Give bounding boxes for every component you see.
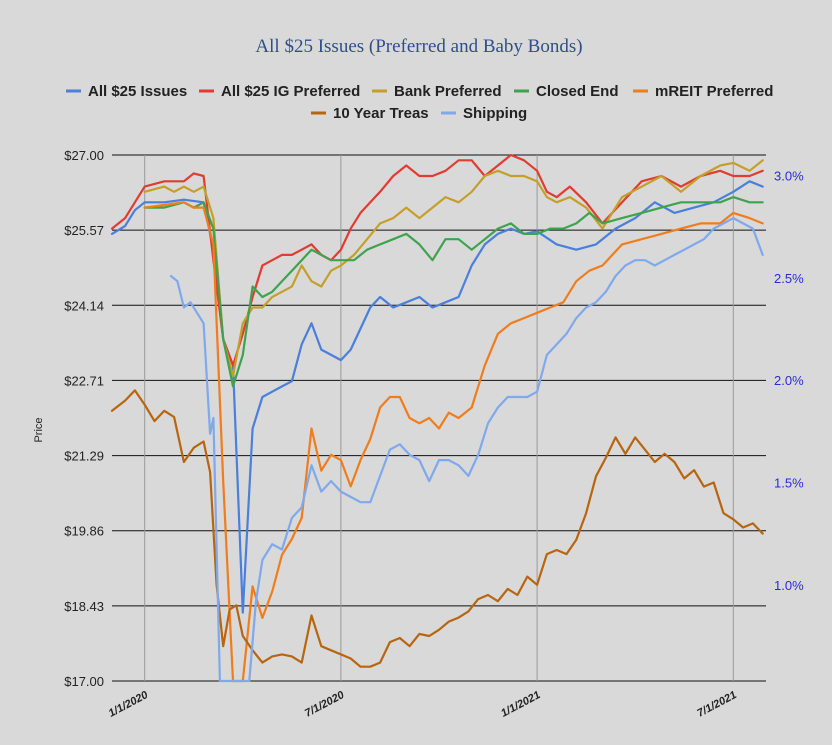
legend-item-closed-end[interactable]: Closed End (514, 83, 619, 100)
series-line-all-25-issues (110, 180, 764, 614)
series-line-mreit-preferred (143, 201, 764, 683)
x-axis-ticks: 1/1/2020 7/1/2020 1/1/2021 7/1/2021 (107, 689, 739, 720)
y-tick-label: $21.29 (64, 449, 104, 464)
legend-label: All $25 Issues (88, 83, 187, 100)
series-line-bank-preferred (143, 159, 764, 377)
y-right-tick-label: 3.0% (774, 168, 804, 183)
legend-item-shipping[interactable]: Shipping (441, 105, 527, 122)
y-tick-label: $18.43 (64, 599, 104, 614)
y-right-tick-label: 1.0% (774, 578, 804, 593)
legend-item-all-25-issues[interactable]: All $25 Issues (66, 83, 187, 100)
legend-label: Closed End (536, 83, 619, 100)
y-tick-label: $25.57 (64, 223, 104, 238)
legend-label: Shipping (463, 105, 527, 122)
y-tick-label: $24.14 (64, 298, 104, 313)
legend-item-mreit-preferred[interactable]: mREIT Preferred (633, 83, 773, 100)
legend-label: mREIT Preferred (655, 83, 773, 100)
legend: All $25 Issues All $25 IG Preferred Bank… (66, 83, 773, 122)
chart-title: All $25 Issues (Preferred and Baby Bonds… (255, 36, 582, 57)
y-tick-label: $22.71 (64, 373, 104, 388)
series-line-closed-end (143, 196, 764, 388)
y-right-tick-label: 2.5% (774, 271, 804, 286)
y-tick-label: $19.86 (64, 524, 104, 539)
y-right-tick-label: 2.0% (774, 373, 804, 388)
y-axis-label: Price (33, 417, 45, 442)
y-tick-label: $27.00 (64, 148, 104, 163)
series-line-shipping (169, 217, 764, 683)
y-right-tick-label: 1.5% (774, 475, 804, 490)
legend-item-bank-preferred[interactable]: Bank Preferred (372, 83, 502, 100)
y-tick-label: $17.00 (64, 674, 104, 689)
right-axis-ticks: 1.0% 1.5% 2.0% 2.5% 3.0% (774, 168, 804, 592)
plot-area (110, 153, 764, 683)
x-tick-label: 1/1/2021 (499, 689, 542, 720)
legend-item-10-year-treas[interactable]: 10 Year Treas (311, 105, 429, 122)
legend-item-ig-preferred[interactable]: All $25 IG Preferred (199, 83, 360, 100)
x-tick-label: 7/1/2020 (303, 689, 347, 720)
x-tick-label: 1/1/2020 (107, 689, 151, 720)
legend-label: 10 Year Treas (333, 105, 429, 122)
x-tick-label: 7/1/2021 (695, 689, 738, 720)
left-axis-ticks: $17.00 $18.43 $19.86 $21.29 $22.71 $24.14 $25.… (64, 148, 104, 689)
legend-label: Bank Preferred (394, 83, 502, 100)
legend-label: All $25 IG Preferred (221, 83, 360, 100)
